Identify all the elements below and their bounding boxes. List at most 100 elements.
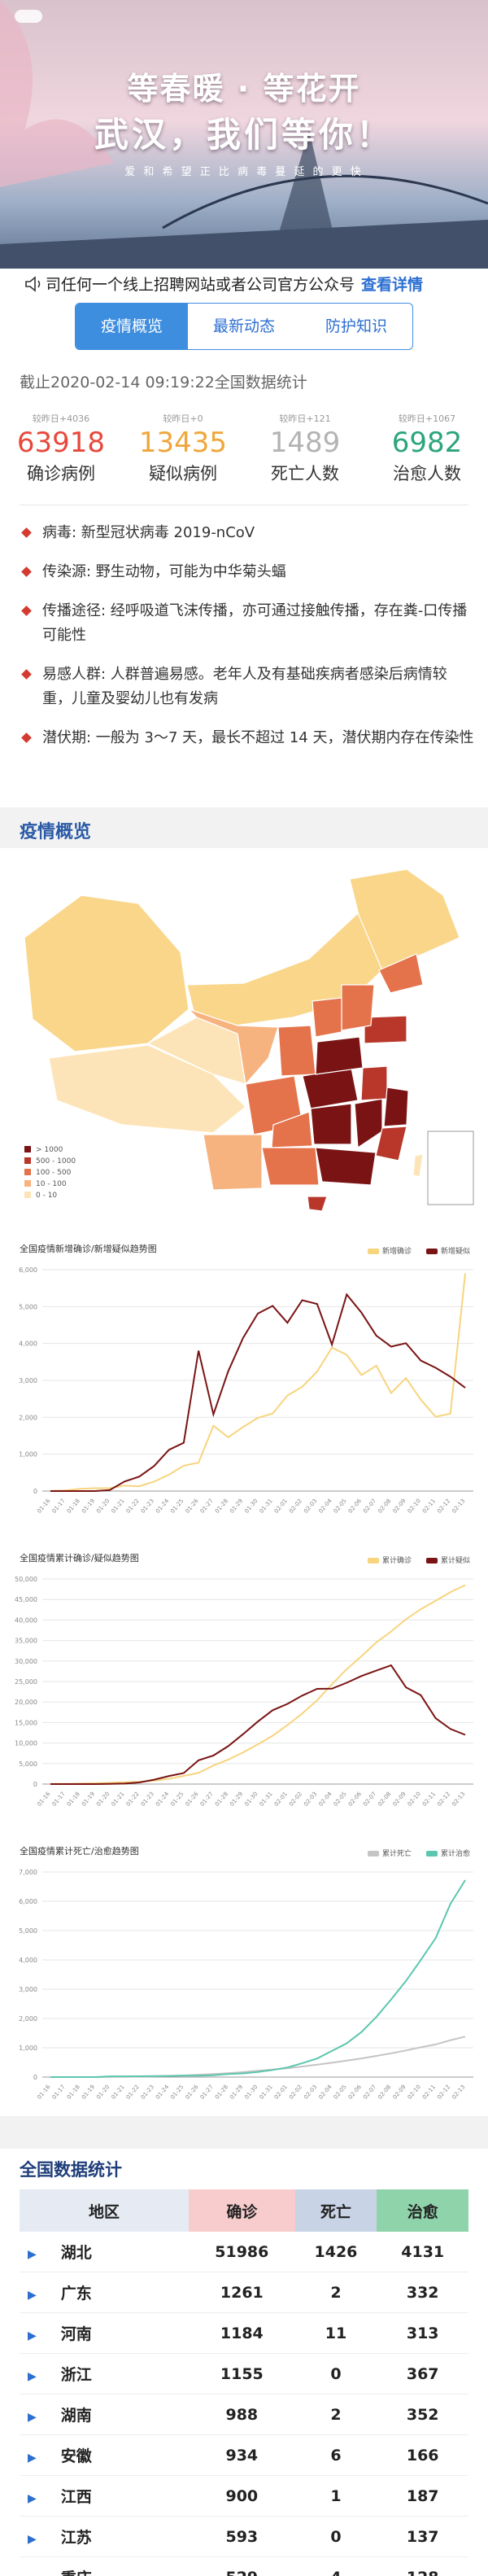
- chart-title: 全国疫情新增确诊/新增疑似趋势图: [20, 1243, 157, 1254]
- x-tick-label: 02-02: [288, 2084, 303, 2101]
- region: [312, 997, 342, 1038]
- tab[interactable]: 防护知识: [325, 317, 387, 335]
- fact: 传染源: 野生动物，可能为中华菊头蝠: [20, 560, 475, 584]
- y-tick-label: 5,000: [19, 1303, 37, 1310]
- x-tick-label: 02-08: [377, 1498, 392, 1515]
- x-tick-label: 02-01: [273, 2084, 289, 2101]
- stat-label: 死亡人数: [271, 464, 339, 483]
- x-tick-label: 02-10: [407, 2084, 422, 2101]
- y-tick-label: 50,000: [15, 1576, 37, 1583]
- stat-change: 较昨日+1067: [398, 413, 456, 424]
- region: [188, 1008, 279, 1086]
- x-tick-label: 01-23: [140, 2084, 155, 2101]
- x-tick-label: 02-10: [407, 1791, 422, 1808]
- y-tick-label: 35,000: [15, 1638, 37, 1645]
- legend-label: 累计确诊: [382, 1555, 412, 1565]
- x-tick-label: 01-16: [36, 1498, 52, 1515]
- section-band: [0, 2116, 488, 2149]
- series-line: [50, 1273, 466, 1492]
- tab[interactable]: 疫情概览: [76, 304, 188, 349]
- region: [378, 953, 424, 994]
- x-tick-label: 02-03: [303, 1498, 318, 1515]
- y-tick-label: 4,000: [19, 1340, 37, 1348]
- region: [310, 1103, 352, 1145]
- line-chart: 全国疫情累计确诊/疑似趋势图 0 5,000 10,000 15,000 20,000 25…: [15, 1552, 473, 1808]
- stats: 较昨日+4036 63918 确诊病例 较昨日+0 13435 疑似病例 较昨日+121 14…: [0, 407, 488, 496]
- x-tick-label: 01-28: [214, 2084, 229, 2101]
- table-cell: 1: [294, 2475, 377, 2517]
- table-cell: 湖南: [20, 2394, 190, 2435]
- column-header: 地区: [20, 2189, 190, 2232]
- x-tick-label: 01-30: [243, 1498, 259, 1515]
- legend-swatch: [24, 1180, 31, 1187]
- x-tick-label: 02-07: [362, 2084, 377, 2101]
- table-cell: 11: [294, 2312, 377, 2354]
- facts: 病毒: 新型冠状病毒 2019-nCoV 传染源: 野生动物，可能为中华菊头蝠 传播…: [20, 521, 475, 765]
- stat-value: 13435: [138, 426, 228, 459]
- x-tick-label: 01-18: [66, 2084, 81, 2101]
- legend-swatch: [24, 1157, 31, 1164]
- x-tick-label: 01-27: [199, 2084, 215, 2101]
- x-tick-label: 01-30: [243, 2084, 259, 2101]
- x-tick-label: 01-18: [66, 1498, 81, 1515]
- charts: 全国疫情新增确诊/新增疑似趋势图 0 1,000 2,000 3,000 4,000 5,0…: [15, 1243, 473, 2101]
- speaker-icon: [25, 276, 41, 292]
- table-cell: 187: [377, 2475, 468, 2517]
- x-tick-label: 02-11: [421, 2084, 437, 2101]
- table-row[interactable]: 重庆5294128: [20, 2556, 468, 2576]
- stat-value: 6982: [391, 426, 463, 459]
- y-tick-label: 25,000: [15, 1678, 37, 1686]
- table-cell: 4: [294, 2556, 377, 2576]
- x-tick-label: 02-02: [288, 1791, 303, 1808]
- legend-swatch: [24, 1192, 31, 1198]
- notice-link[interactable]: 查看详情: [361, 276, 424, 294]
- x-tick-label: 02-06: [347, 1498, 364, 1515]
- column-header: 死亡: [294, 2189, 377, 2232]
- series-line: [50, 1879, 466, 2078]
- notice-text: 司任何一个线上招聘网站或者公司官方公众号: [46, 276, 355, 294]
- bridge: [162, 174, 488, 230]
- chart-title: 全国疫情累计死亡/治愈趋势图: [20, 1845, 139, 1857]
- legend-label: 500 - 1000: [36, 1157, 76, 1166]
- table-wrap: 地区确诊死亡治愈湖北5198614264131广东12612332河南11841…: [20, 2189, 468, 2576]
- y-tick-label: 30,000: [15, 1658, 37, 1665]
- table-cell: 166: [377, 2434, 468, 2476]
- table-cell: 367: [377, 2353, 468, 2394]
- legend-swatch: [368, 1249, 379, 1254]
- y-tick-label: 0: [33, 2074, 37, 2081]
- legend-label: 新增疑似: [441, 1246, 470, 1256]
- banner-line1: 等春暖 · 等花开: [127, 71, 361, 107]
- table: 地区确诊死亡治愈湖北5198614264131广东12612332河南11841…: [20, 2189, 468, 2576]
- tab[interactable]: 最新动态: [212, 317, 275, 335]
- legend-label: 100 - 500: [36, 1169, 72, 1177]
- y-tick-label: 4,000: [19, 1957, 37, 1964]
- table-cell: 江苏: [20, 2516, 190, 2557]
- table-cell: 湖北: [20, 2232, 190, 2272]
- x-tick-label: 02-11: [421, 1498, 437, 1515]
- legend-label: > 1000: [36, 1146, 63, 1154]
- stat-label: 治愈人数: [393, 464, 461, 483]
- table-cell: 浙江: [20, 2353, 190, 2394]
- region: [360, 1065, 388, 1101]
- x-tick-label: 01-21: [110, 1498, 125, 1515]
- table-cell: 988: [189, 2394, 295, 2435]
- series-line: [50, 1584, 466, 1785]
- series-line: [50, 1292, 466, 1492]
- banner-tagline: 爱 和 希 望 正 比 病 毒 蔓 延 的 更 快: [124, 166, 364, 178]
- table-cell: 2: [294, 2394, 377, 2435]
- y-tick-label: 3,000: [19, 1986, 37, 1993]
- table-cell: 0: [294, 2353, 377, 2394]
- x-tick-label: 01-21: [110, 2084, 125, 2101]
- y-tick-label: 0: [33, 1488, 37, 1495]
- x-tick-label: 02-08: [377, 1791, 392, 1808]
- region: [271, 1111, 313, 1148]
